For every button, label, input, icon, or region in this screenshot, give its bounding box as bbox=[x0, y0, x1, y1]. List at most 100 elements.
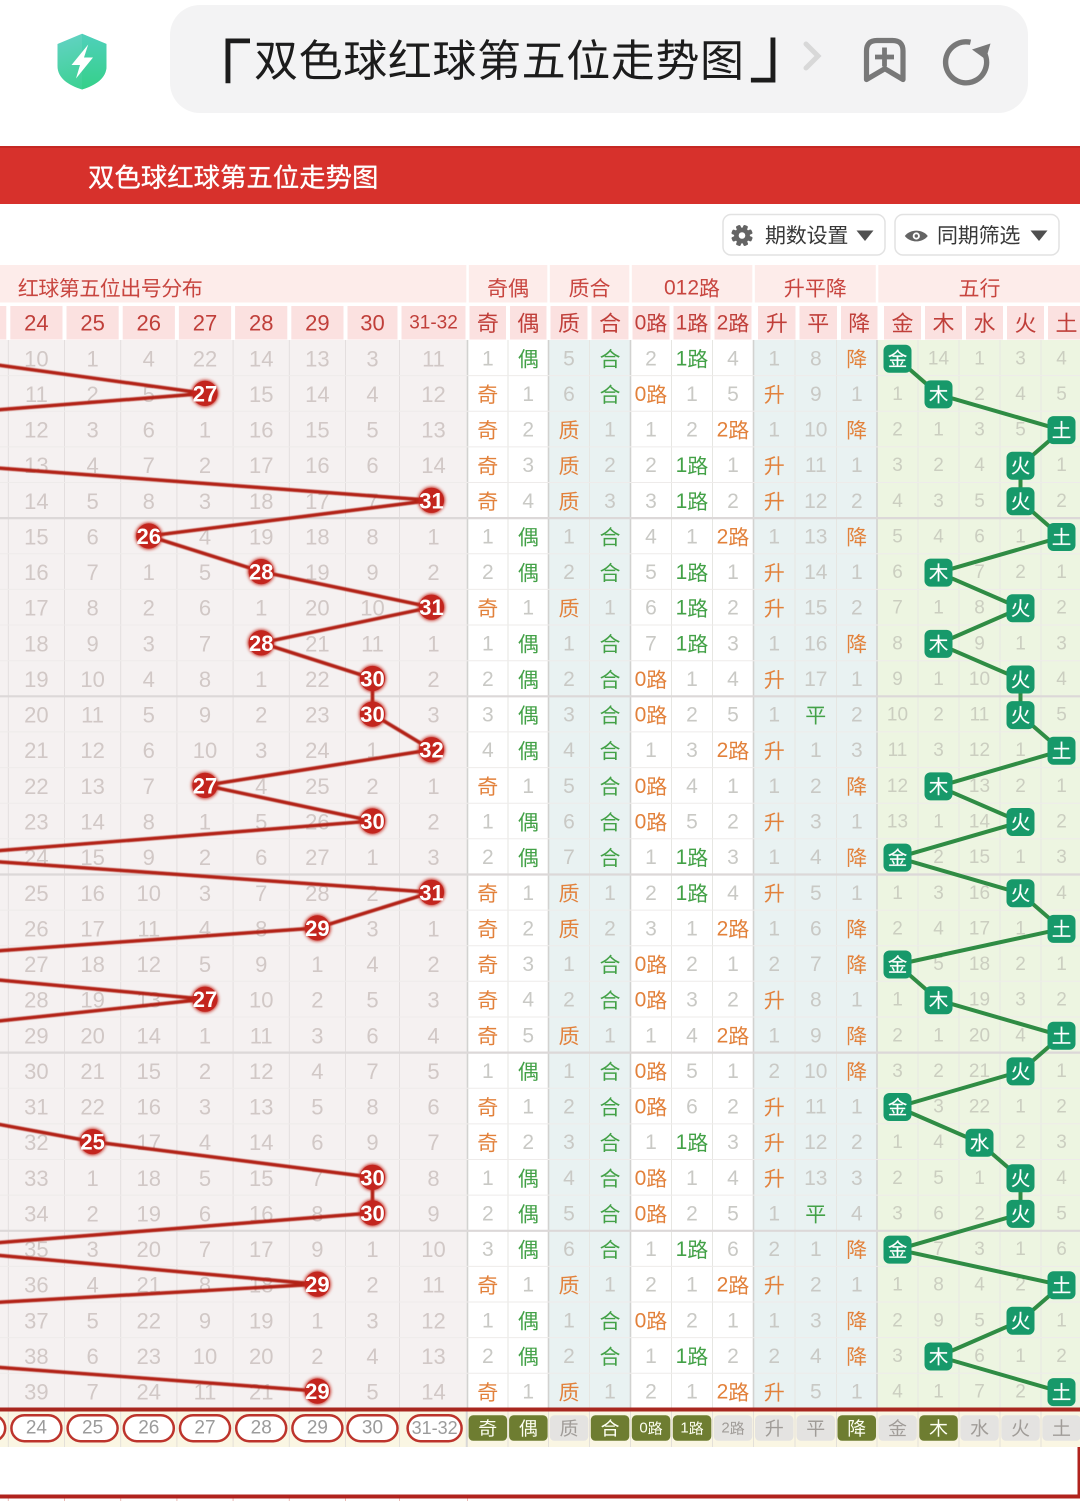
svg-text:1: 1 bbox=[522, 1274, 534, 1297]
svg-text:1: 1 bbox=[1015, 1346, 1026, 1367]
svg-text:7: 7 bbox=[563, 846, 575, 869]
svg-text:9: 9 bbox=[427, 1201, 439, 1226]
svg-text:9: 9 bbox=[199, 703, 211, 728]
svg-text:6: 6 bbox=[86, 525, 98, 550]
svg-text:2: 2 bbox=[727, 1096, 739, 1119]
svg-text:2: 2 bbox=[563, 1345, 575, 1368]
svg-text:15: 15 bbox=[80, 845, 104, 870]
svg-text:1: 1 bbox=[482, 1060, 494, 1083]
svg-text:27: 27 bbox=[193, 311, 217, 336]
svg-text:2: 2 bbox=[522, 1131, 534, 1154]
svg-text:16: 16 bbox=[137, 1095, 161, 1120]
svg-text:1: 1 bbox=[563, 1309, 575, 1332]
svg-text:7: 7 bbox=[933, 1239, 944, 1260]
svg-text:8: 8 bbox=[199, 667, 211, 692]
svg-text:13: 13 bbox=[249, 1095, 273, 1120]
svg-text:9: 9 bbox=[143, 845, 155, 870]
svg-text:2: 2 bbox=[427, 560, 439, 585]
svg-text:1: 1 bbox=[645, 1345, 657, 1368]
svg-text:2: 2 bbox=[645, 1381, 657, 1404]
svg-text:2: 2 bbox=[311, 1344, 323, 1369]
svg-text:1: 1 bbox=[851, 882, 863, 905]
svg-text:4: 4 bbox=[933, 918, 944, 939]
svg-text:1: 1 bbox=[522, 383, 534, 406]
svg-text:5: 5 bbox=[1015, 420, 1026, 441]
svg-text:31: 31 bbox=[419, 595, 443, 620]
svg-text:1: 1 bbox=[851, 383, 863, 406]
svg-text:7: 7 bbox=[143, 453, 155, 478]
svg-text:1: 1 bbox=[686, 668, 698, 691]
svg-text:1: 1 bbox=[563, 1060, 575, 1083]
svg-text:6: 6 bbox=[645, 597, 657, 620]
svg-text:3: 3 bbox=[86, 1237, 98, 1262]
svg-text:29: 29 bbox=[305, 311, 329, 336]
svg-text:3: 3 bbox=[427, 988, 439, 1013]
svg-text:5: 5 bbox=[143, 382, 155, 407]
svg-text:11: 11 bbox=[250, 1023, 273, 1048]
svg-text:2: 2 bbox=[1056, 990, 1067, 1011]
svg-text:2: 2 bbox=[522, 419, 534, 442]
svg-text:5: 5 bbox=[810, 1381, 822, 1404]
svg-text:16: 16 bbox=[804, 632, 827, 655]
svg-text:4: 4 bbox=[86, 453, 98, 478]
svg-text:26: 26 bbox=[137, 311, 161, 336]
svg-text:31-32: 31-32 bbox=[409, 313, 458, 334]
svg-text:39: 39 bbox=[24, 1380, 48, 1405]
svg-text:3: 3 bbox=[143, 631, 155, 656]
svg-text:2: 2 bbox=[892, 1025, 903, 1046]
svg-text:5: 5 bbox=[1056, 384, 1067, 405]
svg-text:1: 1 bbox=[727, 775, 739, 798]
svg-text:2: 2 bbox=[851, 597, 863, 620]
svg-text:2: 2 bbox=[892, 420, 903, 441]
svg-text:6: 6 bbox=[810, 917, 822, 940]
svg-text:1: 1 bbox=[522, 775, 534, 798]
svg-text:4: 4 bbox=[427, 1023, 439, 1048]
svg-text:3: 3 bbox=[933, 740, 944, 761]
svg-text:27: 27 bbox=[193, 381, 217, 406]
svg-text:6: 6 bbox=[366, 453, 378, 478]
svg-text:2: 2 bbox=[563, 561, 575, 584]
svg-text:1: 1 bbox=[482, 1167, 494, 1190]
svg-text:8: 8 bbox=[427, 1166, 439, 1191]
svg-text:3: 3 bbox=[933, 491, 944, 512]
svg-text:15: 15 bbox=[305, 418, 329, 443]
svg-text:13: 13 bbox=[80, 774, 104, 799]
svg-text:2: 2 bbox=[727, 597, 739, 620]
svg-text:9: 9 bbox=[311, 1237, 323, 1262]
svg-text:5: 5 bbox=[974, 1310, 985, 1331]
svg-text:31-32: 31-32 bbox=[412, 1418, 458, 1438]
svg-text:4: 4 bbox=[933, 527, 944, 548]
svg-text:3: 3 bbox=[933, 1097, 944, 1118]
svg-text:0: 0 bbox=[635, 668, 647, 691]
svg-text:4: 4 bbox=[311, 1059, 323, 1084]
svg-text:5: 5 bbox=[686, 811, 698, 834]
svg-text:1: 1 bbox=[482, 526, 494, 549]
svg-text:2: 2 bbox=[1015, 954, 1026, 975]
svg-text:2: 2 bbox=[933, 705, 944, 726]
svg-text:6: 6 bbox=[563, 1238, 575, 1261]
svg-text:1: 1 bbox=[645, 1131, 657, 1154]
svg-text:8: 8 bbox=[86, 596, 98, 621]
svg-text:3: 3 bbox=[199, 489, 211, 514]
svg-text:2: 2 bbox=[892, 1310, 903, 1331]
svg-text:2: 2 bbox=[482, 1345, 494, 1368]
svg-text:1: 1 bbox=[933, 420, 944, 441]
svg-text:5: 5 bbox=[86, 1308, 98, 1333]
svg-text:2: 2 bbox=[482, 668, 494, 691]
svg-text:27: 27 bbox=[194, 1418, 215, 1439]
svg-text:3: 3 bbox=[645, 917, 657, 940]
svg-text:1: 1 bbox=[522, 1096, 534, 1119]
svg-text:4: 4 bbox=[366, 382, 378, 407]
svg-text:1: 1 bbox=[727, 454, 739, 477]
svg-text:3: 3 bbox=[563, 1131, 575, 1154]
svg-text:12: 12 bbox=[887, 776, 908, 797]
svg-text:2: 2 bbox=[851, 1131, 863, 1154]
svg-text:23: 23 bbox=[24, 810, 48, 835]
svg-text:1: 1 bbox=[892, 990, 903, 1011]
svg-text:2: 2 bbox=[717, 1274, 729, 1297]
svg-text:1: 1 bbox=[810, 739, 822, 762]
svg-text:6: 6 bbox=[727, 1238, 739, 1261]
svg-text:2: 2 bbox=[851, 704, 863, 727]
svg-text:3: 3 bbox=[366, 1308, 378, 1333]
svg-text:15: 15 bbox=[249, 1166, 273, 1191]
